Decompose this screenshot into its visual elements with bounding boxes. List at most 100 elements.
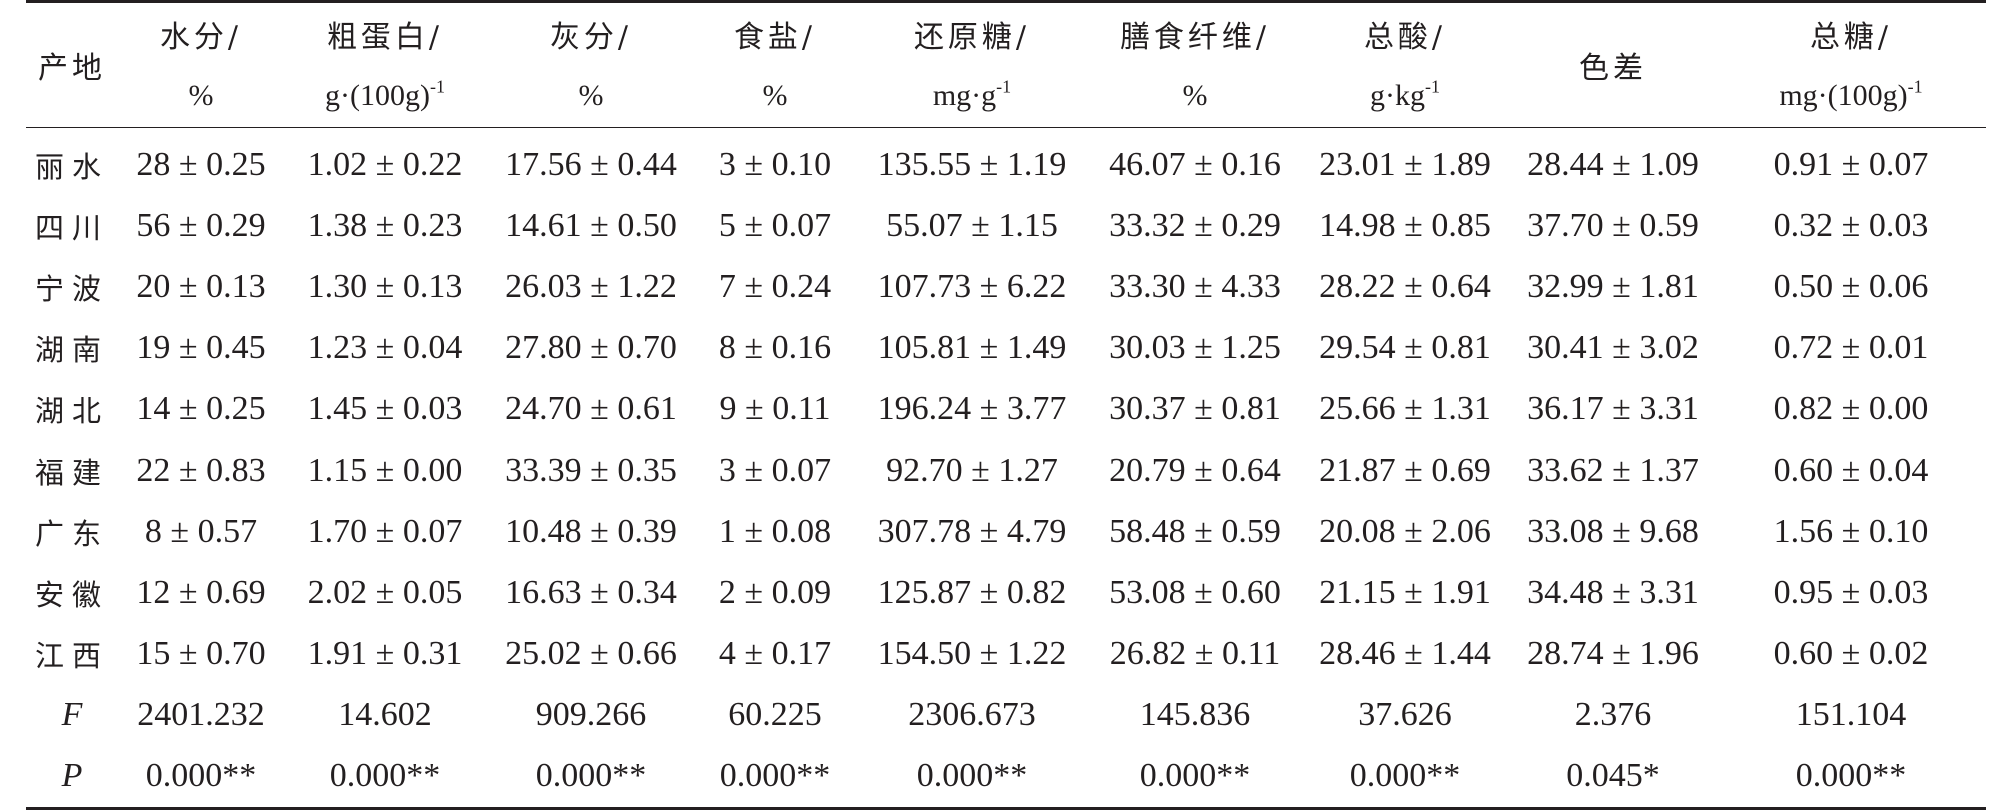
- table-cell: 58.48 ± 0.59: [1109, 512, 1281, 550]
- table-cell: 30.37 ± 0.81: [1109, 390, 1281, 428]
- table-row: 四川 56 ± 0.29 1.38 ± 0.23 14.61 ± 0.50 5 ± 0.…: [26, 195, 1986, 256]
- header-row-names: 产地 水分/ 粗蛋白/ 灰分/ 食盐/ 还原糖/ 膳食纤维/ 总酸/ 色差 总糖…: [26, 0, 1986, 128]
- table-cell: 46.07 ± 0.16: [1109, 145, 1281, 183]
- table-cell: 36.17 ± 3.31: [1527, 390, 1699, 428]
- table-cell: 1.56 ± 0.10: [1773, 512, 1929, 550]
- table-cell: 0.32 ± 0.03: [1773, 206, 1929, 244]
- origin-cell: 湖南: [34, 333, 109, 368]
- table-cell: 0.60 ± 0.02: [1773, 635, 1929, 673]
- table-cell: 1.15 ± 0.00: [307, 451, 463, 489]
- table-cell: 15 ± 0.70: [136, 635, 266, 673]
- table-cell: 33.32 ± 0.29: [1109, 206, 1281, 244]
- header-name-dietary-fiber: 膳食纤维/: [1090, 0, 1300, 65]
- table-cell: 16.63 ± 0.34: [505, 573, 677, 611]
- origin-cell: 丽水: [34, 149, 109, 184]
- table-cell: 21.15 ± 1.91: [1319, 573, 1491, 611]
- table-cell: 14 ± 0.25: [136, 390, 266, 428]
- header-unit-total-sugar: mg·(100g)-1: [1716, 65, 1986, 128]
- table-cell: 0.82 ± 0.00: [1773, 390, 1929, 428]
- stat-value-cell: 145.836: [1139, 696, 1251, 734]
- stat-value-cell: 0.000**: [1300, 745, 1510, 811]
- data-table: 产地 水分/ 粗蛋白/ 灰分/ 食盐/ 还原糖/ 膳食纤维/ 总酸/ 色差 总糖…: [26, 0, 1986, 811]
- table-cell: 5 ± 0.07: [718, 206, 832, 244]
- table-cell: 33.39 ± 0.35: [505, 451, 677, 489]
- table-cell: 30.41 ± 3.02: [1527, 329, 1699, 367]
- table-cell: 14.98 ± 0.85: [1319, 206, 1491, 244]
- table-cell: 33.62 ± 1.37: [1527, 451, 1699, 489]
- table-cell: 1.30 ± 0.13: [307, 267, 463, 305]
- stat-value-cell: 0.045*: [1510, 745, 1716, 811]
- stat-value-cell: 0.000**: [854, 745, 1090, 811]
- table-cell: 1.70 ± 0.07: [307, 512, 463, 550]
- header-name-moisture: 水分/: [118, 0, 284, 65]
- stat-value-cell: 0.000**: [1716, 745, 1986, 811]
- table-cell: 20 ± 0.13: [136, 267, 266, 305]
- stat-value-cell: 0.000**: [696, 745, 854, 811]
- table-cell: 0.60 ± 0.04: [1773, 451, 1929, 489]
- table-cell: 1.23 ± 0.04: [307, 329, 463, 367]
- table-cell: 0.91 ± 0.07: [1773, 145, 1929, 183]
- stat-value-cell: 0.000**: [284, 745, 486, 811]
- stat-value-cell: 14.602: [338, 696, 432, 734]
- header-name-total-acid: 总酸/: [1300, 0, 1510, 65]
- stat-value-cell: 0.000**: [486, 745, 696, 811]
- stat-row: F 2401.232 14.602 909.266 60.225 2306.673 145.…: [26, 685, 1986, 746]
- table-cell: 2.02 ± 0.05: [307, 573, 463, 611]
- header-name-ash: 灰分/: [486, 0, 696, 65]
- table-cell: 3 ± 0.10: [718, 145, 832, 183]
- table-row: 湖南 19 ± 0.45 1.23 ± 0.04 27.80 ± 0.70 8 ± 0.…: [26, 318, 1986, 379]
- header-unit-ash: %: [486, 65, 696, 128]
- table-cell: 28.22 ± 0.64: [1319, 267, 1491, 305]
- stat-value-cell: 2401.232: [137, 696, 265, 734]
- table-cell: 10.48 ± 0.39: [505, 512, 677, 550]
- header-origin: 产地: [26, 0, 118, 128]
- table-cell: 22 ± 0.83: [136, 451, 266, 489]
- header-unit-moisture: %: [118, 65, 284, 128]
- stat-value-cell: 151.104: [1795, 696, 1907, 734]
- table-cell: 30.03 ± 1.25: [1109, 329, 1281, 367]
- table-row: 广东 8 ± 0.57 1.70 ± 0.07 10.48 ± 0.39 1 ± 0.0…: [26, 501, 1986, 562]
- header-name-color-difference: 色差: [1510, 0, 1716, 128]
- table-cell: 21.87 ± 0.69: [1319, 451, 1491, 489]
- table-cell: 25.02 ± 0.66: [505, 635, 677, 673]
- table-body: 丽水 28 ± 0.25 1.02 ± 0.22 17.56 ± 0.44 3 ± 0.…: [26, 128, 1986, 811]
- table-cell: 4 ± 0.17: [718, 635, 832, 673]
- table-row: 宁波 20 ± 0.13 1.30 ± 0.13 26.03 ± 1.22 7 ± 0.…: [26, 256, 1986, 317]
- table-cell: 26.82 ± 0.11: [1109, 635, 1281, 673]
- table-cell: 2 ± 0.09: [718, 573, 832, 611]
- table-cell: 154.50 ± 1.22: [877, 635, 1067, 673]
- table-cell: 105.81 ± 1.49: [877, 329, 1067, 367]
- table-cell: 7 ± 0.24: [718, 267, 832, 305]
- header-unit-crude-protein: g·(100g)-1: [284, 65, 486, 128]
- table-cell: 25.66 ± 1.31: [1319, 390, 1491, 428]
- table-row: 湖北 14 ± 0.25 1.45 ± 0.03 24.70 ± 0.61 9 ± 0.…: [26, 379, 1986, 440]
- stat-value-cell: 37.626: [1358, 696, 1452, 734]
- table-cell: 53.08 ± 0.60: [1109, 573, 1281, 611]
- table-cell: 125.87 ± 0.82: [877, 573, 1067, 611]
- stat-value-cell: 2.376: [1574, 696, 1652, 734]
- header-unit-salt: %: [696, 65, 854, 128]
- table-cell: 32.99 ± 1.81: [1527, 267, 1699, 305]
- data-table-container: 产地 水分/ 粗蛋白/ 灰分/ 食盐/ 还原糖/ 膳食纤维/ 总酸/ 色差 总糖…: [26, 0, 1986, 811]
- table-cell: 0.50 ± 0.06: [1773, 267, 1929, 305]
- table-cell: 24.70 ± 0.61: [505, 390, 677, 428]
- table-cell: 20.79 ± 0.64: [1109, 451, 1281, 489]
- table-header: 产地 水分/ 粗蛋白/ 灰分/ 食盐/ 还原糖/ 膳食纤维/ 总酸/ 色差 总糖…: [26, 0, 1986, 128]
- table-cell: 29.54 ± 0.81: [1319, 329, 1491, 367]
- stat-label-cell: P: [26, 745, 118, 811]
- header-unit-dietary-fiber: %: [1090, 65, 1300, 128]
- header-name-crude-protein: 粗蛋白/: [284, 0, 486, 65]
- table-cell: 56 ± 0.29: [136, 206, 266, 244]
- header-unit-total-acid: g·kg-1: [1300, 65, 1510, 128]
- table-cell: 26.03 ± 1.22: [505, 267, 677, 305]
- origin-cell: 安徽: [34, 577, 109, 612]
- stat-row: P 0.000** 0.000** 0.000** 0.000** 0.000** 0.00…: [26, 745, 1986, 811]
- stat-value-cell: 60.225: [728, 696, 822, 734]
- table-cell: 1.38 ± 0.23: [307, 206, 463, 244]
- header-unit-reducing-sugar: mg·g-1: [854, 65, 1090, 128]
- table-cell: 14.61 ± 0.50: [505, 206, 677, 244]
- table-cell: 1.91 ± 0.31: [307, 635, 463, 673]
- header-row-units: % g·(100g)-1 % % mg·g-1 % g·kg-1 mg·(100…: [26, 65, 1986, 128]
- table-cell: 17.56 ± 0.44: [505, 145, 677, 183]
- table-cell: 196.24 ± 3.77: [877, 390, 1067, 428]
